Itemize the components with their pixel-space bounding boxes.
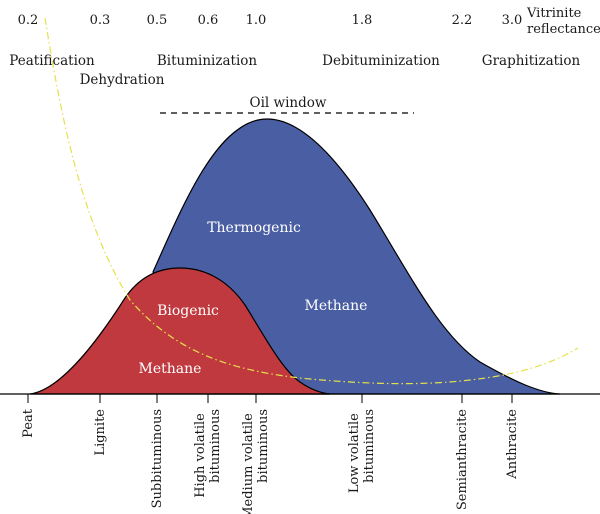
reflectance-value: 0.5 (147, 13, 168, 28)
reflectance-label-line1: Vitrinite (526, 6, 582, 21)
oil-window-label: Oil window (250, 95, 327, 111)
thermogenic-label: Thermogenic (207, 220, 301, 236)
biogenic-methane-region (29, 267, 331, 395)
rank-low-volatile-bituminous: Low volatile bituminous (347, 409, 377, 493)
oil-window: Oil window (160, 95, 414, 114)
reflectance-value: 0.6 (198, 13, 219, 28)
stage-debituminization: Debituminization (322, 53, 440, 69)
rank-medium-volatile-bituminous: Medium volatile bituminous (241, 409, 271, 514)
reflectance-scale: 0.2 0.3 0.5 0.6 1.0 1.8 2.2 3.0 Vitrinit… (18, 6, 600, 37)
rank-labels: Peat Lignite Subbituminous High volatile… (21, 408, 520, 514)
rank-semianthracite: Semianthracite (455, 409, 470, 510)
reflectance-value: 1.8 (352, 13, 373, 28)
stage-graphitization: Graphitization (482, 53, 581, 69)
reflectance-value: 1.0 (246, 13, 267, 28)
biogenic-methane-label: Methane (139, 361, 202, 377)
rank-anthracite: Anthracite (505, 409, 520, 480)
reflectance-label-line2: reflectance (527, 22, 600, 37)
reflectance-value: 2.2 (452, 13, 473, 28)
reflectance-value: 0.3 (90, 13, 111, 28)
rank-high-volatile-bituminous: High volatile bituminous (193, 409, 223, 498)
biogenic-label: Biogenic (157, 303, 219, 319)
reflectance-value: 3.0 (502, 13, 523, 28)
rank-subbituminous: Subbituminous (150, 409, 165, 508)
stage-dehydration: Dehydration (80, 72, 165, 88)
rank-peat: Peat (21, 408, 36, 438)
thermogenic-methane-label: Methane (305, 298, 368, 314)
stage-labels: Peatification Dehydration Bituminization… (9, 53, 580, 88)
reflectance-trend-curve (44, 17, 579, 385)
reflectance-value: 0.2 (18, 13, 39, 28)
rank-lignite: Lignite (93, 409, 108, 456)
stage-bituminization: Bituminization (157, 53, 258, 69)
rank-ticks (27, 394, 513, 403)
